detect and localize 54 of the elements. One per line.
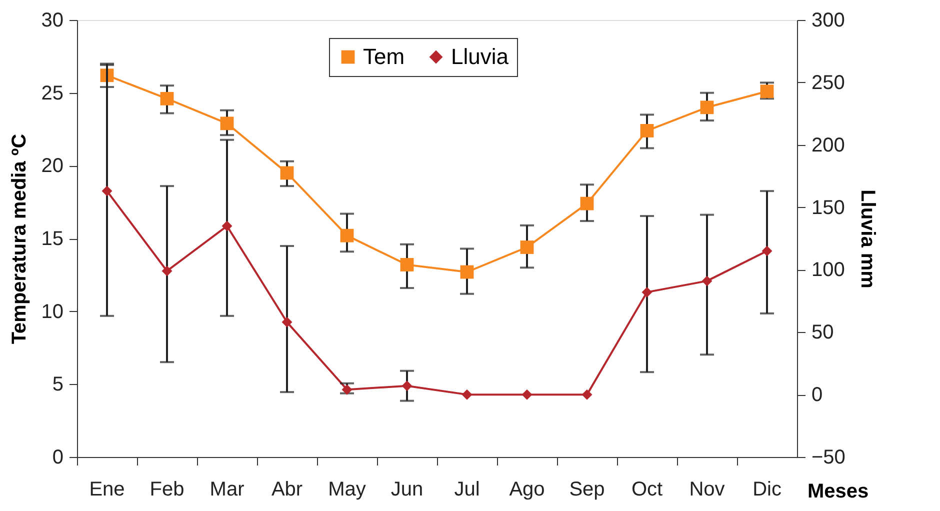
x-axis-title: Meses: [808, 480, 869, 502]
point: [280, 166, 294, 180]
y-tick-label: 20: [41, 155, 64, 178]
legend-label: Lluvia: [451, 44, 510, 69]
point: [762, 246, 772, 256]
y2-tick-label: 100: [812, 259, 845, 282]
point: [522, 389, 532, 400]
x-tick-label: Oct: [631, 478, 663, 500]
point: [760, 84, 774, 98]
y-tick-label: 25: [41, 82, 64, 104]
y2-tick-label: −50: [812, 446, 846, 468]
point: [582, 389, 592, 400]
x-tick-label: Nov: [689, 478, 725, 500]
y-tick-label: 5: [52, 374, 64, 396]
point: [462, 389, 472, 400]
point: [402, 380, 412, 392]
y2-tick-label: 150: [812, 196, 845, 219]
y2-tick-label: 0: [812, 384, 823, 406]
point: [642, 286, 652, 298]
y-tick-label: 30: [41, 10, 64, 32]
y-axis-title: Temperatura media ºC: [8, 134, 30, 344]
y2-tick-label: 250: [812, 72, 845, 94]
y-tick-label: 15: [41, 228, 64, 250]
x-tick-label: Mar: [210, 478, 245, 500]
x-tick-label: Ago: [509, 478, 545, 500]
y2-tick-label: 200: [812, 134, 845, 156]
x-tick-label: Abr: [271, 478, 303, 500]
y2-axis-title: Lluvia mm: [856, 190, 878, 288]
point: [222, 220, 232, 232]
legend-label: Tem: [363, 44, 405, 69]
point: [520, 240, 534, 254]
point: [162, 266, 172, 276]
point: [640, 124, 654, 138]
x-tick-label: Dic: [752, 478, 782, 500]
point: [340, 228, 354, 242]
point: [702, 276, 712, 286]
point: [282, 316, 292, 328]
point: [102, 186, 112, 196]
x-tick-label: Ene: [89, 478, 125, 500]
x-tick-label: Sep: [569, 478, 605, 500]
x-tick-label: Jun: [390, 478, 424, 500]
point: [700, 100, 714, 114]
x-tick-label: Jul: [454, 478, 480, 500]
x-tick-label: May: [328, 478, 366, 500]
point: [160, 92, 174, 106]
point: [460, 265, 474, 279]
y2-tick-label: 50: [812, 322, 834, 344]
y2-tick-label: 300: [812, 10, 845, 32]
y-tick-label: 0: [52, 446, 64, 468]
point: [400, 258, 414, 272]
y-tick-label: 10: [41, 300, 64, 323]
point: [580, 196, 594, 210]
x-tick-label: Feb: [150, 478, 184, 500]
point: [220, 116, 234, 130]
